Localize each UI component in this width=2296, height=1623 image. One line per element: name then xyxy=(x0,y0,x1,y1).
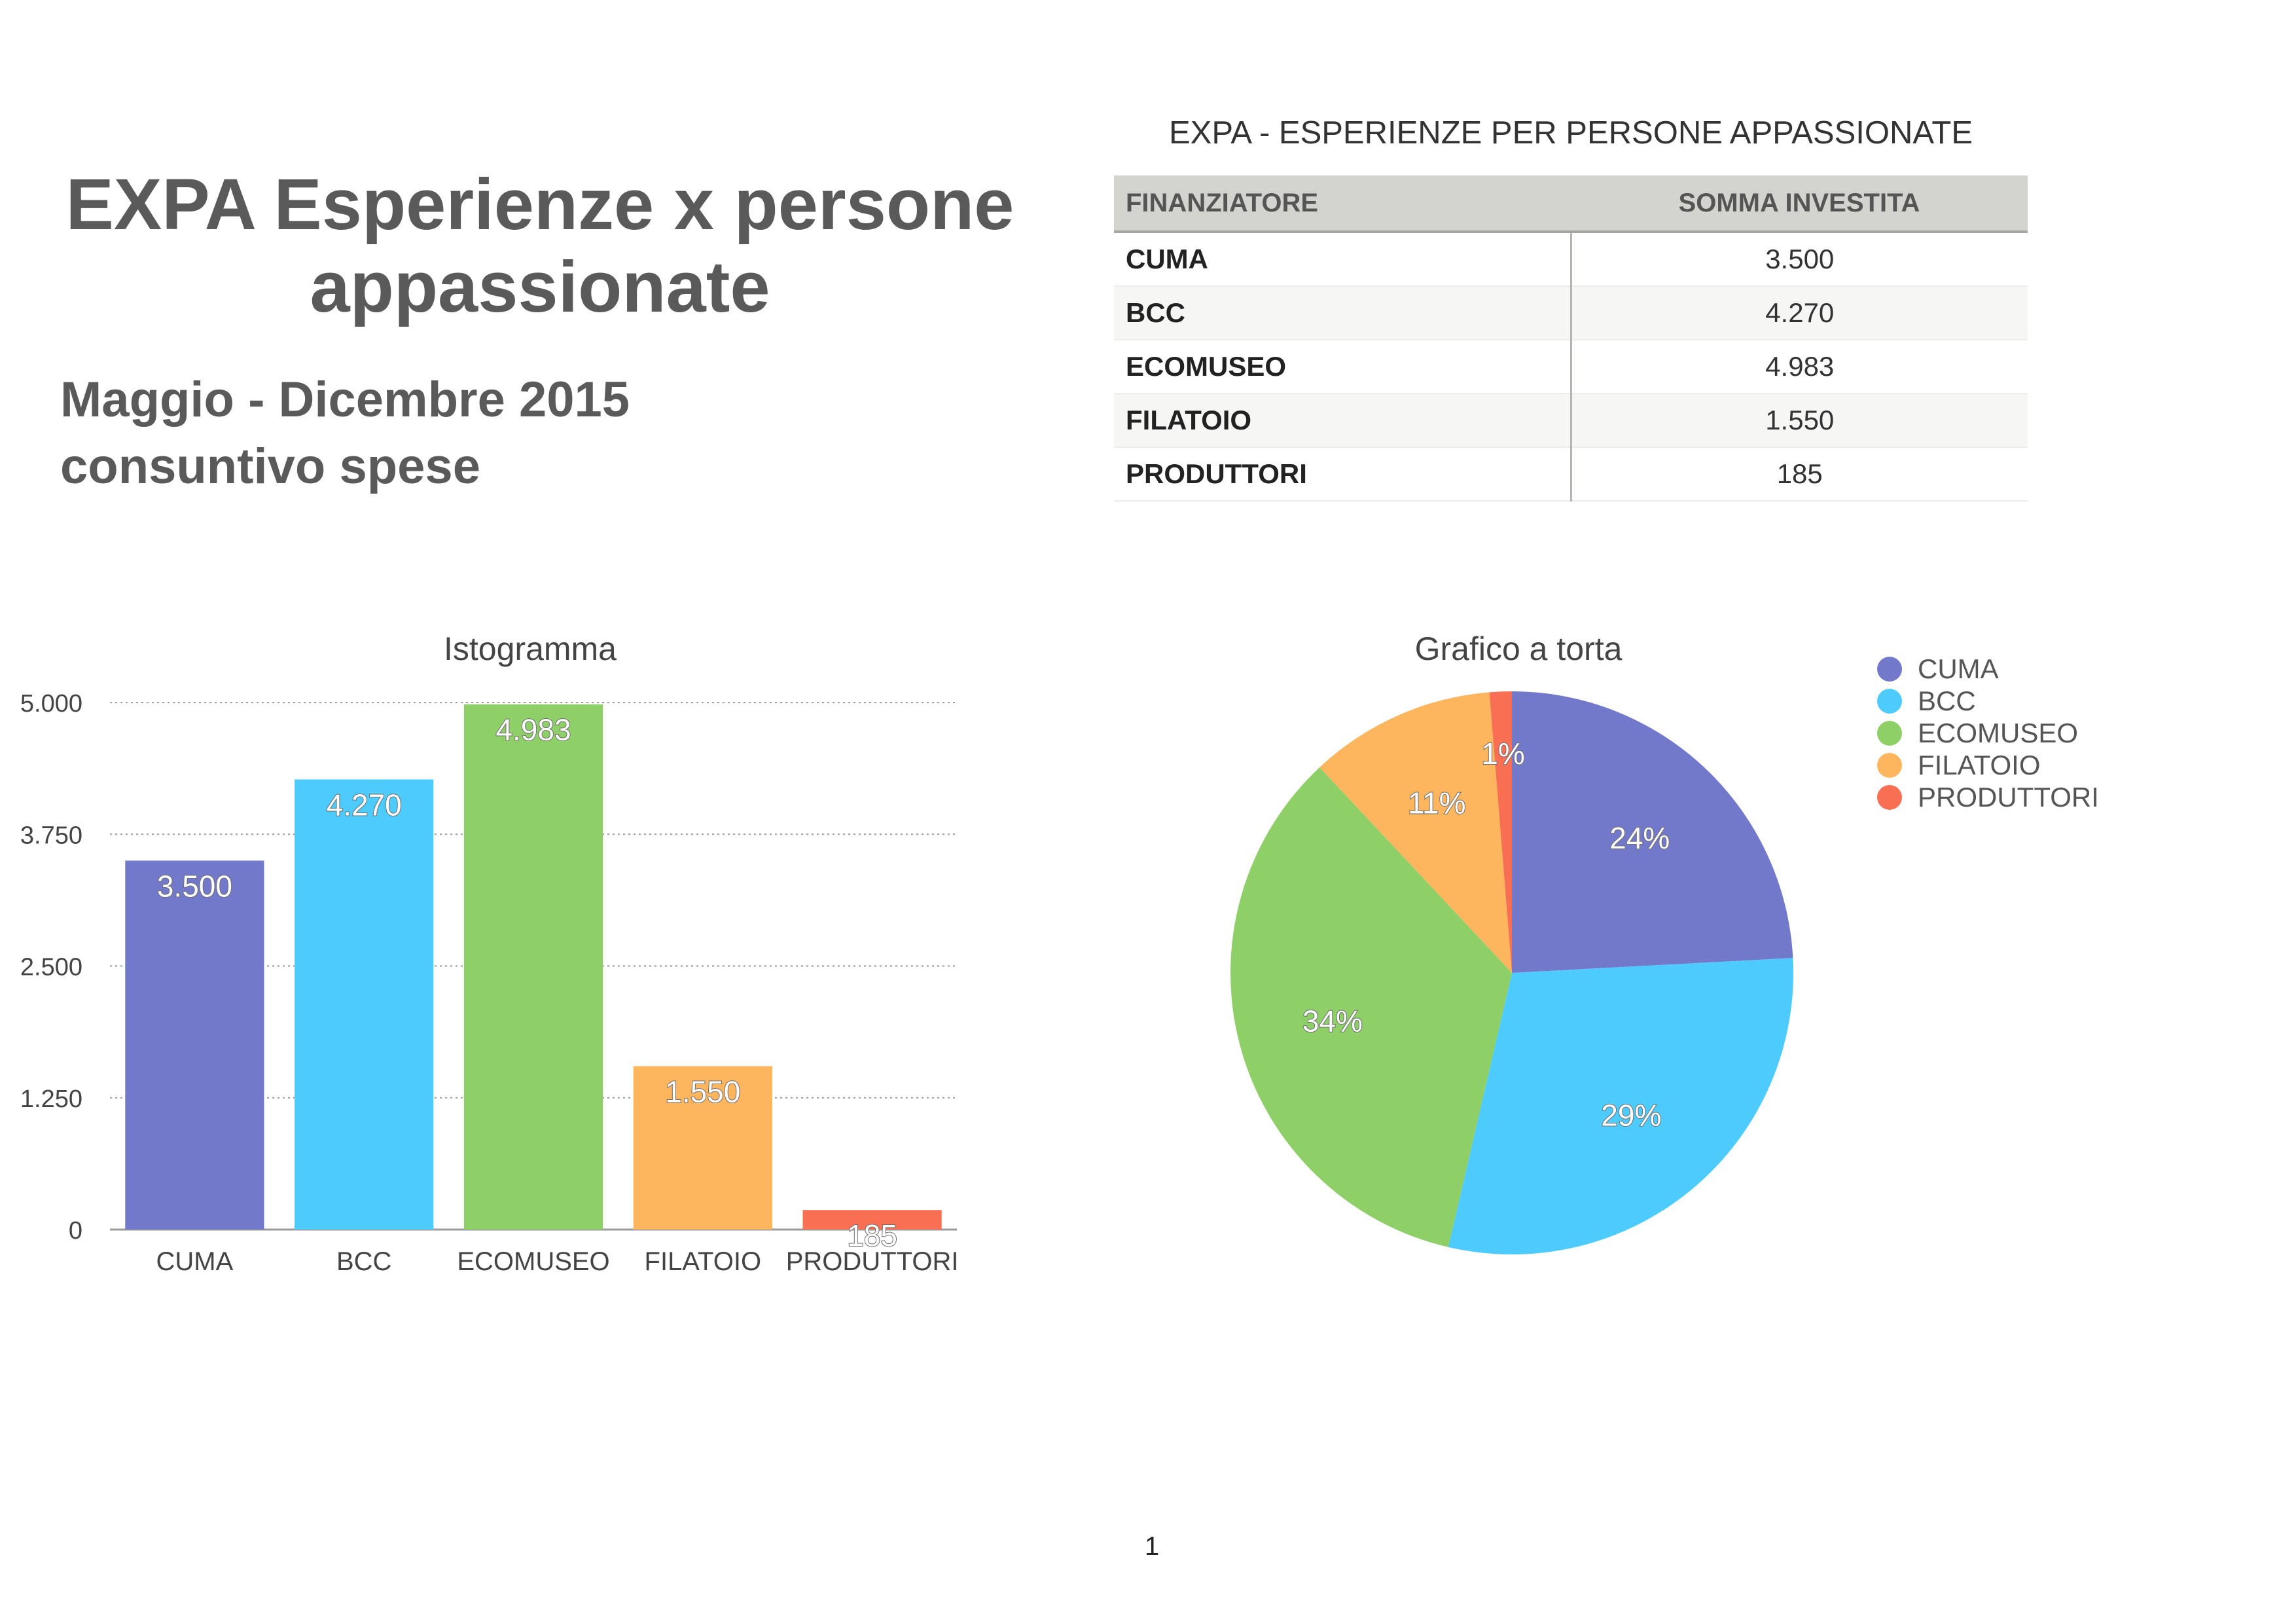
bar-produttori xyxy=(802,1210,942,1230)
bar-data-label: 185 xyxy=(847,1218,897,1252)
legend-item: CUMA xyxy=(1877,653,2099,685)
y-tick-label: 3.750 xyxy=(20,822,82,849)
table-title: EXPA - ESPERIENZE PER PERSONE APPASSIONA… xyxy=(1168,115,1973,151)
cell-amount: 3.500 xyxy=(1571,232,2028,287)
legend-label: ECOMUSEO xyxy=(1918,717,2079,748)
cell-amount: 185 xyxy=(1571,447,2028,501)
legend-item: FILATOIO xyxy=(1877,749,2099,781)
pie-percent-label: 24% xyxy=(1609,821,1670,855)
bar-chart: 0 1.250 2.500 3.750 5.000 3.500 CUMA 4.270 BCC 4.… xyxy=(20,690,959,1276)
bar-data-label: 4.270 xyxy=(327,788,402,822)
y-tick-label: 5.000 xyxy=(20,690,82,718)
cell-funder: BCC xyxy=(1114,286,1572,340)
bar-bcc xyxy=(295,779,434,1230)
legend-label: PRODUTTORI xyxy=(1918,781,2099,812)
x-tick-label: CUMA xyxy=(156,1247,234,1276)
pie-slice-bcc xyxy=(1448,958,1793,1254)
table-row: ECOMUSEO 4.983 xyxy=(1114,340,2028,394)
legend-swatch xyxy=(1877,784,1902,810)
legend-label: CUMA xyxy=(1918,653,1999,684)
pie-chart: 24% 29% 34% 11% 1% xyxy=(1230,691,1793,1254)
pie-percent-label: 11% xyxy=(1408,786,1466,820)
legend-item: PRODUTTORI xyxy=(1877,781,2099,813)
cell-amount: 4.270 xyxy=(1571,286,2028,340)
cell-funder: ECOMUSEO xyxy=(1114,340,1572,394)
y-tick-label: 2.500 xyxy=(20,954,82,981)
bar-data-label: 4.983 xyxy=(495,713,571,747)
bar-data-label: 3.500 xyxy=(157,869,232,903)
legend-swatch xyxy=(1877,688,1902,714)
subtitle-period: Maggio - Dicembre 2015 xyxy=(60,372,630,428)
table-row: CUMA 3.500 xyxy=(1114,232,2028,287)
x-tick-label: ECOMUSEO xyxy=(457,1247,609,1276)
subtitle-description: consuntivo spese xyxy=(60,439,480,494)
table-row: BCC 4.270 xyxy=(1114,286,2028,340)
pie-percent-label: 1% xyxy=(1481,737,1524,771)
bar-chart-title: Istogramma xyxy=(444,630,617,667)
pie-slice-produttori xyxy=(1489,691,1512,973)
pie-chart-title: Grafico a torta xyxy=(1414,630,1623,667)
x-tick-label: PRODUTTORI xyxy=(786,1247,959,1276)
bar-filatoio xyxy=(633,1066,772,1230)
cell-funder: FILATOIO xyxy=(1114,393,1572,448)
header-funder: FINANZIATORE xyxy=(1114,175,1571,233)
funding-table: FINANZIATORE SOMMA INVESTITA CUMA 3.500 … xyxy=(1114,175,2028,501)
page-subtitle: Maggio - Dicembre 2015 consuntivo spese xyxy=(60,367,977,500)
legend-swatch xyxy=(1877,720,1902,746)
pie-legend: CUMA BCC ECOMUSEO FILATOIO PRODUTTORI xyxy=(1877,653,2099,813)
pie-slice-ecomuseo xyxy=(1230,767,1512,1247)
page-number: 1 xyxy=(1144,1532,1160,1561)
cell-amount: 4.983 xyxy=(1571,340,2028,394)
legend-swatch xyxy=(1877,752,1902,778)
y-tick-label: 0 xyxy=(69,1217,82,1245)
y-tick-label: 1.250 xyxy=(20,1085,82,1113)
table-header-row: FINANZIATORE SOMMA INVESTITA xyxy=(1114,175,2028,233)
page-title: EXPA Esperienze x persone appassionate xyxy=(65,164,1014,327)
legend-label: BCC xyxy=(1918,685,1976,716)
legend-item: ECOMUSEO xyxy=(1877,717,2099,749)
cell-funder: CUMA xyxy=(1114,232,1572,287)
bar-cuma xyxy=(125,860,264,1230)
table-row: PRODUTTORI 185 xyxy=(1114,447,2028,501)
pie-percent-label: 34% xyxy=(1302,1004,1363,1038)
cell-funder: PRODUTTORI xyxy=(1114,447,1572,501)
x-tick-label: BCC xyxy=(336,1247,391,1276)
pie-slice-filatoio xyxy=(1319,692,1512,973)
legend-label: FILATOIO xyxy=(1918,749,2041,780)
legend-swatch xyxy=(1877,656,1902,682)
x-tick-label: FILATOIO xyxy=(645,1247,762,1276)
header-amount: SOMMA INVESTITA xyxy=(1571,175,2028,233)
bar-data-label: 1.550 xyxy=(665,1074,740,1108)
bar-ecomuseo xyxy=(463,704,603,1230)
table-row: FILATOIO 1.550 xyxy=(1114,393,2028,448)
pie-slice-cuma xyxy=(1512,691,1793,973)
pie-percent-label: 29% xyxy=(1601,1098,1661,1132)
cell-amount: 1.550 xyxy=(1571,393,2028,448)
legend-item: BCC xyxy=(1877,685,2099,717)
